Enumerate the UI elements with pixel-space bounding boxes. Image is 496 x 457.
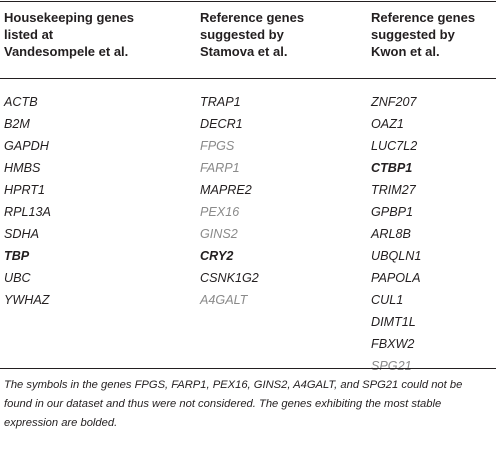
gene-symbol: LUC7L2 [371,139,418,153]
gene-symbol: GAPDH [4,139,49,153]
gene-symbol: A4GALT [200,293,248,307]
gene-symbol: ZNF207 [371,95,417,109]
gene-symbol: TBP [4,249,30,263]
gene-symbol: CSNK1G2 [200,271,259,285]
gene-symbol: MAPRE2 [200,183,252,197]
gene-symbol: CRY2 [200,249,234,263]
header-kwon: Reference genes suggested by Kwon et al. [371,10,476,59]
column-vandesompele: ACTB B2M GAPDH HMBS HPRT1 RPL13A SDHA TBP UBC YWH… [4,91,51,311]
gene-symbol: GPBP1 [371,205,413,219]
gene-symbol: DECR1 [200,117,243,131]
gene-symbol: DIMT1L [371,315,416,329]
gene-symbol: PAPOLA [371,271,421,285]
gene-symbol: OAZ1 [371,117,404,131]
gene-symbol: HPRT1 [4,183,46,197]
gene-symbol: FBXW2 [371,337,415,351]
column-stamova: TRAP1 DECR1 FPGS FARP1 MAPRE2 PEX16 GINS2 CRY2 C… [200,91,259,311]
gene-symbol: PEX16 [200,205,240,219]
bottom-rule [0,368,496,369]
gene-symbol: TRAP1 [200,95,241,109]
table-footnote: The symbols in the genes FPGS, FARP1, PE… [4,379,463,429]
header-stamova: Reference genes suggested by Stamova et … [200,10,305,59]
column-kwon: ZNF207 OAZ1 LUC7L2 CTBP1 TRIM27 GPBP1 ARL8B UBQ… [371,91,421,377]
gene-symbol: FPGS [200,139,235,153]
gene-symbol: SPG21 [371,359,412,373]
top-rule [0,1,496,2]
gene-symbol: CUL1 [371,293,404,307]
gene-symbol: TRIM27 [371,183,416,197]
gene-symbol: UBQLN1 [371,249,422,263]
gene-symbol: FARP1 [200,161,240,175]
gene-symbol: CTBP1 [371,161,413,175]
gene-symbol: GINS2 [200,227,238,241]
gene-symbol: RPL13A [4,205,51,219]
gene-symbol: SDHA [4,227,39,241]
gene-symbol: HMBS [4,161,41,175]
gene-symbol: ARL8B [371,227,411,241]
gene-symbol: YWHAZ [4,293,50,307]
gene-symbol: B2M [4,117,30,131]
gene-symbol: UBC [4,271,31,285]
header-rule [0,78,496,79]
header-vandesompele: Housekeeping genes listed at Vandesompel… [4,10,135,59]
gene-symbol: ACTB [4,95,38,109]
